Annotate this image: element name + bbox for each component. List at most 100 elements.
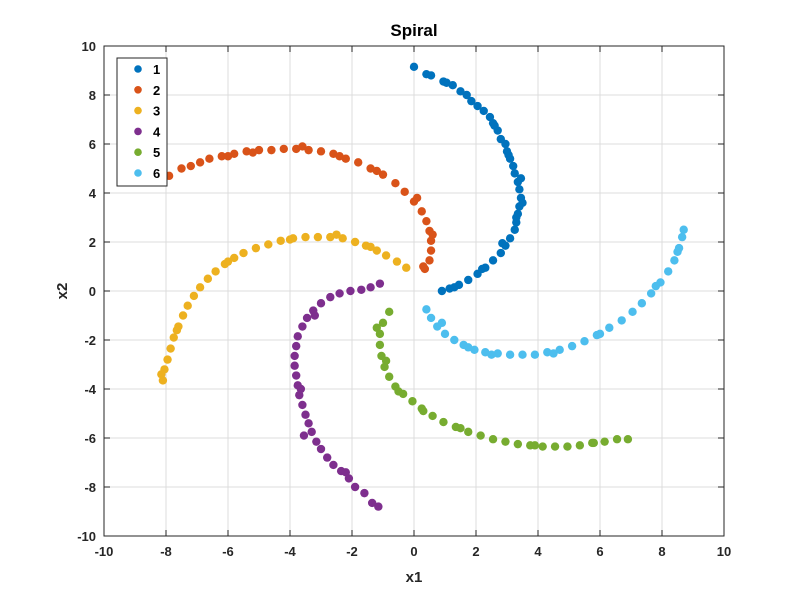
x-tick-label: -4 xyxy=(284,544,296,559)
series-4-point xyxy=(290,351,299,361)
series-2-point xyxy=(412,193,422,203)
x-axis-label: x1 xyxy=(406,569,423,586)
series-6-point xyxy=(679,225,688,234)
series-1-point xyxy=(456,87,465,96)
y-tick-label: 10 xyxy=(82,39,96,54)
series-6-point xyxy=(673,247,682,256)
series-6-point xyxy=(617,316,626,325)
series-5-point xyxy=(408,397,417,406)
series-6-point xyxy=(677,232,687,242)
series-3-point xyxy=(189,291,199,301)
series-4-point xyxy=(312,437,321,446)
series-6-point xyxy=(549,349,558,358)
series-2-point xyxy=(177,164,186,173)
series-6-point xyxy=(670,256,679,265)
series-2-point xyxy=(426,246,436,255)
tick-labels: -10 -8 -6 -4 -2 0 2 4 6 8 10 -10 -8 -6 -4 -2 0 2 4 6 8 10 xyxy=(77,39,731,559)
legend-marker-5 xyxy=(134,148,142,156)
series-6-point xyxy=(595,329,605,339)
series-1-point xyxy=(450,283,459,292)
series-4-point xyxy=(326,292,335,302)
series-1-point xyxy=(479,106,488,116)
series-3-point xyxy=(301,232,310,242)
series-6-point xyxy=(426,313,436,323)
series-5-point xyxy=(464,427,473,437)
legend: 1 2 3 4 5 6 xyxy=(116,57,168,187)
series-5-point xyxy=(456,424,465,433)
series-2-point xyxy=(335,152,344,161)
series-3-point xyxy=(251,243,261,253)
series-5-point xyxy=(589,438,598,448)
series-1-point xyxy=(437,286,447,296)
series-1-point xyxy=(515,185,524,194)
series-5-point xyxy=(476,431,485,440)
series-3-point xyxy=(350,237,360,247)
y-axis-label: x2 xyxy=(54,283,71,300)
series-5-point xyxy=(550,442,560,451)
legend-marker-2 xyxy=(134,86,142,94)
series-5-point xyxy=(513,439,523,449)
legend-label-2: 2 xyxy=(153,83,160,98)
series-3-point xyxy=(211,267,220,276)
series-3-point xyxy=(169,333,178,342)
series-4-point xyxy=(346,286,355,296)
series-1-point xyxy=(510,169,519,178)
series-3-point xyxy=(163,355,172,364)
series-2-point xyxy=(422,216,431,226)
series-2-point xyxy=(267,145,276,155)
x-tick-label: 6 xyxy=(596,544,603,559)
series-6-point xyxy=(651,281,660,291)
series-3-point xyxy=(195,283,205,292)
legend-label-3: 3 xyxy=(153,104,160,119)
series-2-point xyxy=(316,147,326,156)
chart-title: Spiral xyxy=(390,21,437,40)
legend-label-6: 6 xyxy=(153,166,160,181)
series-4-point xyxy=(304,419,313,428)
series-2-point xyxy=(217,152,226,161)
y-tick-label: 8 xyxy=(89,88,96,103)
series-1-point xyxy=(509,161,518,171)
series-4-point xyxy=(316,299,326,308)
series-1-point xyxy=(464,275,473,285)
series-6-point xyxy=(530,350,540,359)
series-3-point xyxy=(223,257,233,266)
series-1-point xyxy=(409,62,419,72)
series-5-point xyxy=(530,441,540,450)
series-6-point xyxy=(450,335,459,345)
series-6-point xyxy=(555,345,564,354)
series-3-point xyxy=(313,232,323,242)
series-1-point xyxy=(478,264,487,274)
series-5-point xyxy=(575,441,585,450)
series-4-point xyxy=(316,444,326,454)
series-4-point xyxy=(292,371,301,380)
series-4-point xyxy=(299,431,309,440)
series-2-point xyxy=(279,144,288,154)
series-4-point xyxy=(298,322,307,331)
series-6-point xyxy=(464,343,473,352)
series-2-point xyxy=(354,158,363,167)
series-4-point xyxy=(292,341,301,351)
y-tick-label: -10 xyxy=(77,529,96,544)
series-3-point xyxy=(230,253,239,263)
series-5-point xyxy=(600,437,609,446)
legend-marker-6 xyxy=(134,169,142,177)
x-tick-label: -2 xyxy=(346,544,358,559)
series-3-point xyxy=(402,263,411,272)
series-1-point xyxy=(510,225,519,234)
series-4-point xyxy=(323,453,332,462)
series-6-point xyxy=(422,305,431,314)
series-4-point xyxy=(329,460,338,470)
series-1-point xyxy=(467,96,476,106)
series-6-point xyxy=(580,337,589,346)
series-2-point xyxy=(378,170,388,179)
series-4-point xyxy=(290,361,299,370)
legend-marker-4 xyxy=(134,127,142,136)
series-2-point xyxy=(419,262,428,271)
series-1-point xyxy=(501,139,510,149)
series-3-point xyxy=(372,246,381,255)
series-1-point xyxy=(498,239,507,248)
series-6-point xyxy=(605,323,614,332)
series-3-point xyxy=(178,311,188,320)
series-6-point xyxy=(646,289,656,298)
axis-ticks xyxy=(103,45,725,537)
